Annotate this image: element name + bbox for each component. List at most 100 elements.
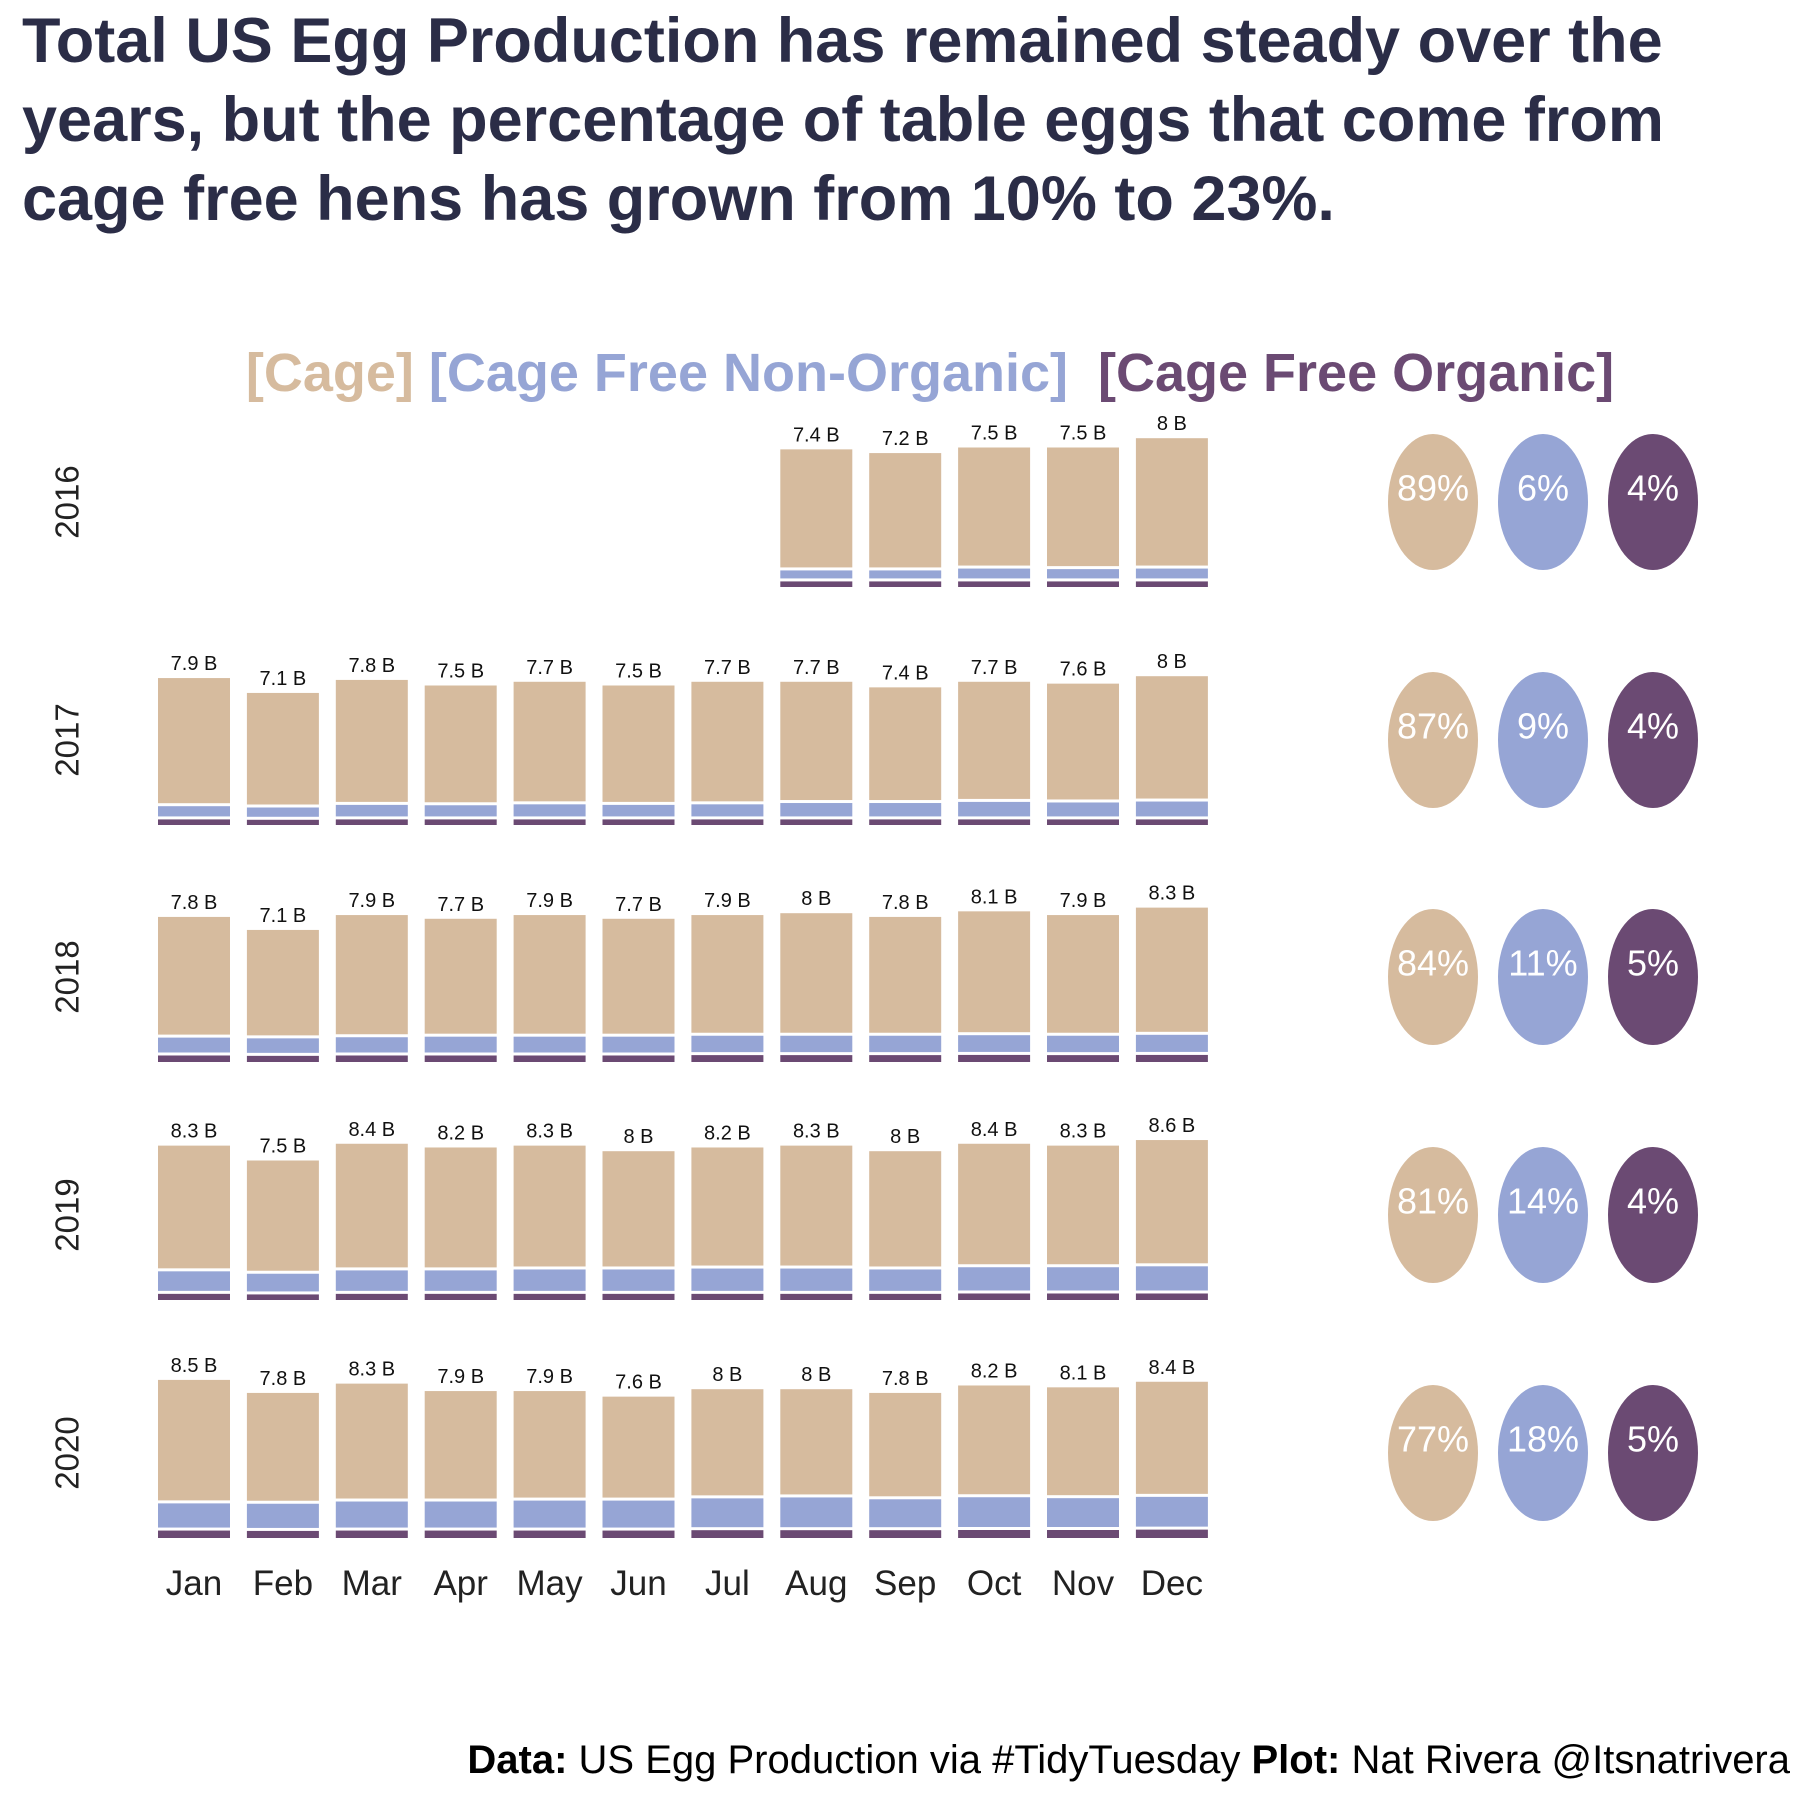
year-label-2018: 2018 [49,940,86,1013]
data-label-2019-sep: 8 B [890,1126,920,1148]
bar-organic-2020-feb [246,1530,319,1538]
bar-cage-2020-apr [424,1391,497,1499]
share-egg-non-organic-2020 [1498,1385,1588,1521]
share-label-non-organic-2018: 11% [1508,943,1577,984]
month-label-may: May [517,1564,584,1603]
data-label-2017-nov: 7.6 B [1060,659,1107,681]
bar-non-organic-2018-mar [335,1037,408,1053]
bar-organic-2017-mar [335,819,408,825]
data-label-2020-jan: 8.5 B [171,1355,218,1377]
year-label-2020: 2020 [49,1416,86,1489]
data-label-2016-sep: 7.2 B [882,428,929,450]
bar-cage-2020-aug [780,1389,853,1495]
data-label-2018-sep: 7.8 B [882,892,929,914]
month-label-dec: Dec [1141,1564,1203,1603]
caption-plot-label: Plot: [1251,1738,1341,1782]
data-label-2017-oct: 7.7 B [971,657,1018,679]
legend: [Cage] [Cage Free Non-Organic] [Cage Fre… [0,280,1800,466]
bar-non-organic-2019-apr [424,1270,497,1291]
bar-cage-2020-oct [958,1385,1031,1495]
data-label-2020-jun: 7.6 B [615,1372,662,1394]
data-label-2018-oct: 8.1 B [971,886,1018,908]
bar-non-organic-2019-nov [1047,1267,1119,1291]
year-label-2016: 2016 [49,465,86,538]
bar-cage-2018-nov [1047,915,1119,1033]
share-label-cage-2016: 89% [1397,468,1469,509]
month-label-jun: Jun [610,1564,666,1603]
bar-cage-2017-apr [424,685,497,803]
share-label-non-organic-2016: 6% [1517,468,1569,509]
bar-non-organic-2017-mar [335,804,408,817]
bar-organic-2018-mar [335,1055,408,1062]
bar-non-organic-2017-oct [958,801,1031,817]
bar-cage-2016-aug [780,449,853,568]
bar-organic-2019-apr [424,1293,497,1300]
bar-non-organic-2017-aug [780,803,853,817]
data-label-2020-mar: 8.3 B [348,1359,395,1381]
bar-organic-2020-may [513,1530,586,1538]
bar-non-organic-2018-dec [1135,1034,1208,1052]
caption-plot-text: Nat Rivera @Itsnatrivera [1351,1738,1790,1782]
bar-non-organic-2019-mar [335,1270,408,1291]
share-egg-cage-2016 [1388,434,1478,570]
bar-cage-2020-jun [602,1396,675,1498]
bar-cage-2018-sep [869,916,942,1033]
bar-cage-2020-mar [335,1383,408,1499]
bar-cage-2019-feb [246,1160,319,1271]
share-label-cage-2019: 81% [1397,1181,1469,1222]
bar-organic-2017-sep [869,819,942,825]
data-label-2018-nov: 7.9 B [1060,890,1107,912]
month-label-aug: Aug [785,1564,847,1603]
bar-non-organic-2017-sep [869,803,942,817]
data-label-2017-jul: 7.7 B [704,657,751,679]
bar-cage-2020-jul [691,1389,764,1496]
bar-non-organic-2018-feb [246,1038,319,1053]
bar-cage-2018-mar [335,915,408,1035]
bar-organic-2020-aug [780,1530,853,1538]
bar-non-organic-2020-may [513,1500,586,1528]
bar-non-organic-2020-apr [424,1501,497,1528]
data-label-2018-dec: 8.3 B [1149,883,1196,905]
data-label-2019-feb: 7.5 B [260,1136,307,1158]
bar-organic-2019-may [513,1293,586,1300]
data-label-2020-feb: 7.8 B [260,1368,307,1390]
bar-organic-2020-nov [1047,1530,1119,1538]
bar-non-organic-2016-oct [958,568,1031,579]
bar-cage-2020-nov [1047,1387,1119,1496]
data-label-2018-jan: 7.8 B [171,892,218,914]
bar-non-organic-2019-jan [158,1271,230,1291]
bar-non-organic-2016-nov [1047,569,1119,579]
bar-cage-2017-jan [158,678,230,804]
bar-cage-2019-dec [1135,1140,1208,1264]
data-label-2017-apr: 7.5 B [437,661,484,683]
bar-cage-2018-apr [424,918,497,1034]
month-label-jan: Jan [166,1564,222,1603]
share-label-non-organic-2017: 9% [1517,706,1569,747]
bar-organic-2020-mar [335,1530,408,1538]
bar-cage-2019-jan [158,1145,230,1269]
data-label-2019-dec: 8.6 B [1149,1115,1196,1137]
data-label-2018-feb: 7.1 B [260,905,307,927]
bar-non-organic-2020-oct [958,1497,1031,1528]
data-label-2020-sep: 7.8 B [882,1368,929,1390]
bar-non-organic-2020-jan [158,1503,230,1528]
bar-cage-2019-jun [602,1151,675,1267]
bar-non-organic-2018-jan [158,1037,230,1053]
bar-non-organic-2017-may [513,804,586,817]
bar-cage-2016-nov [1047,447,1119,567]
data-label-2018-jul: 7.9 B [704,890,751,912]
bar-organic-2020-sep [869,1530,942,1538]
bar-non-organic-2017-dec [1135,801,1208,817]
bar-cage-2019-sep [869,1151,942,1267]
data-label-2019-mar: 8.4 B [348,1119,395,1141]
bar-organic-2018-aug [780,1055,853,1062]
bar-organic-2016-oct [958,581,1031,587]
bar-organic-2019-jan [158,1293,230,1300]
bar-non-organic-2016-aug [780,570,853,579]
bar-organic-2018-jan [158,1055,230,1062]
bar-cage-2020-sep [869,1392,942,1497]
bar-organic-2020-jun [602,1530,675,1538]
legend-item-cage: [Cage] [245,343,414,403]
share-egg-organic-2019 [1608,1147,1698,1283]
